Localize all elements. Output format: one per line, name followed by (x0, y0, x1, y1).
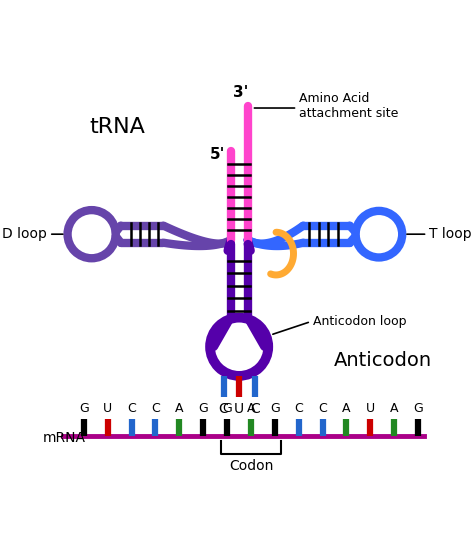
Text: G: G (413, 402, 423, 416)
Text: A: A (247, 402, 255, 416)
Text: G: G (222, 402, 232, 416)
Text: Codon: Codon (229, 459, 273, 473)
Text: A: A (175, 402, 183, 416)
Text: U: U (366, 402, 375, 416)
Text: C: C (294, 402, 303, 416)
Text: U: U (103, 402, 112, 416)
Text: A: A (390, 402, 399, 416)
Text: A: A (342, 402, 351, 416)
Text: G: G (79, 402, 89, 416)
Text: tRNA: tRNA (90, 117, 146, 138)
Text: C: C (151, 402, 160, 416)
Text: 5': 5' (210, 147, 226, 162)
Text: 3': 3' (233, 85, 249, 100)
Text: G: G (270, 402, 280, 416)
Text: C: C (219, 402, 228, 416)
Text: C: C (318, 402, 327, 416)
Text: U: U (234, 402, 244, 416)
Text: mRNA: mRNA (43, 431, 86, 445)
Text: Amino Acid
attachment site: Amino Acid attachment site (299, 92, 399, 120)
Text: T loop: T loop (429, 227, 472, 241)
Text: G: G (198, 402, 208, 416)
Text: Anticodon: Anticodon (334, 351, 432, 370)
Text: C: C (127, 402, 136, 416)
Text: D loop: D loop (2, 227, 47, 241)
Text: Anticodon loop: Anticodon loop (313, 315, 406, 328)
Text: C: C (250, 402, 260, 416)
